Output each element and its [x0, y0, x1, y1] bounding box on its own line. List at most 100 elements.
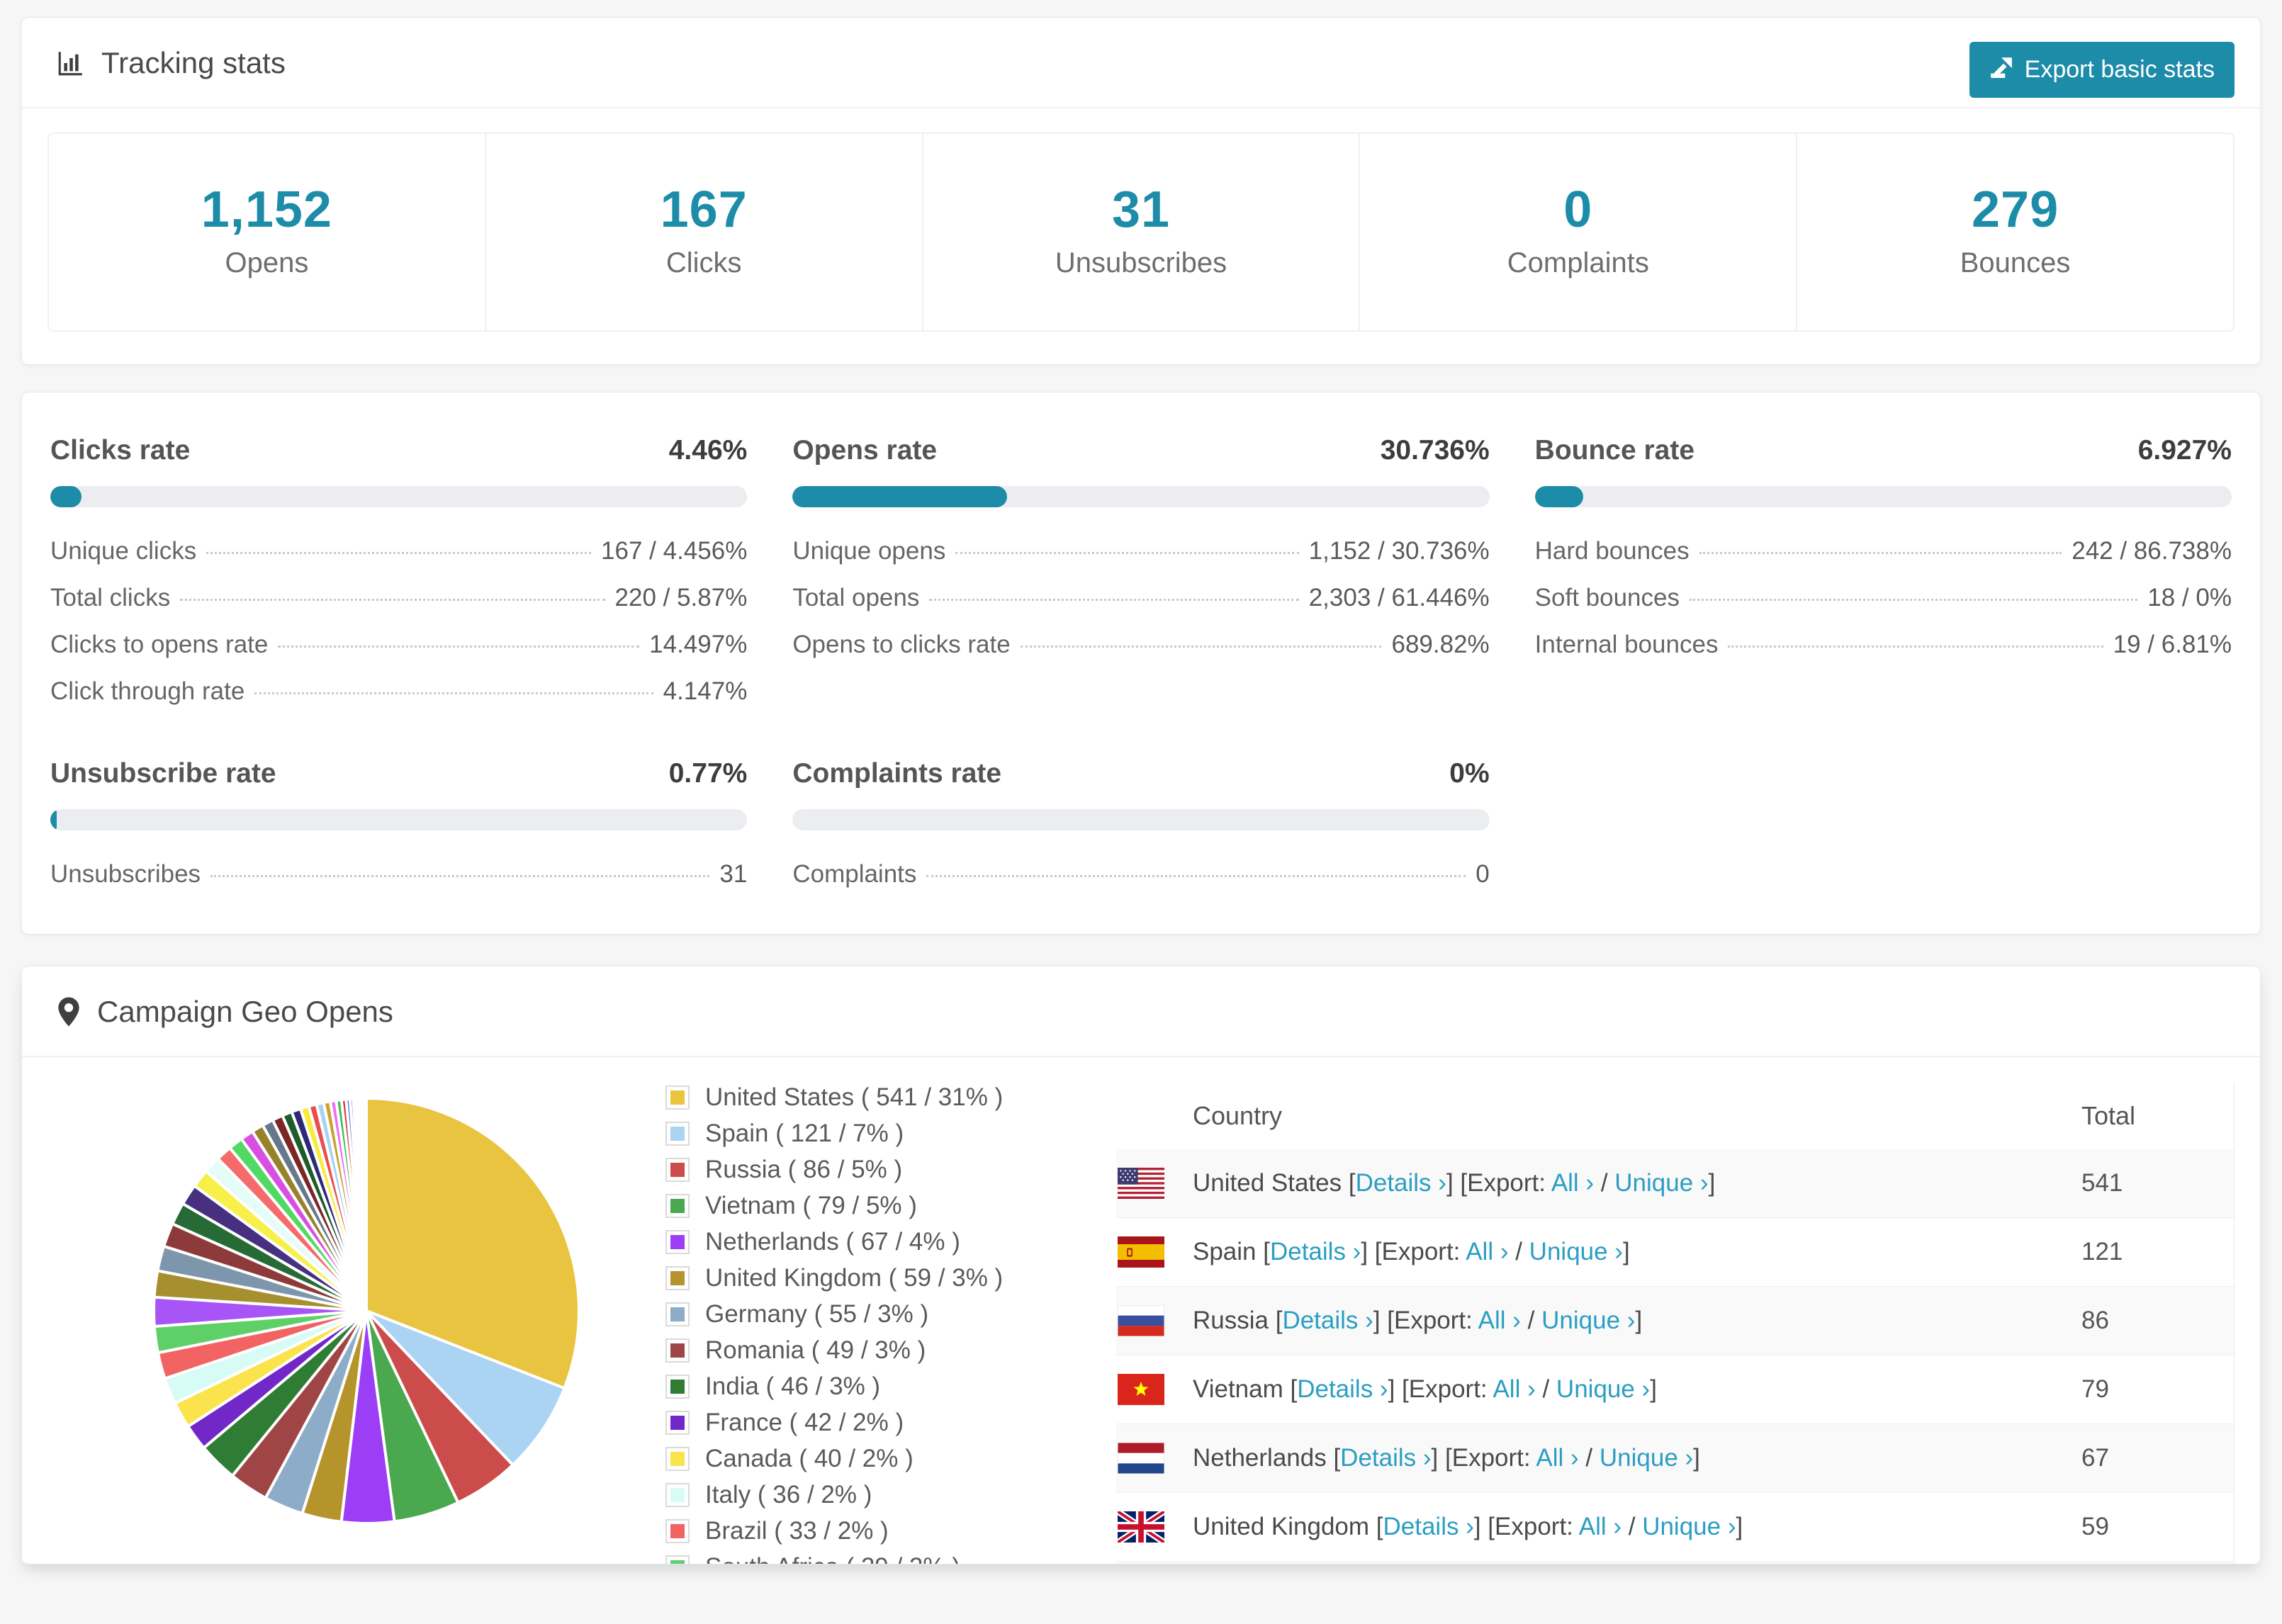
geo-table-row-gb: United Kingdom [Details ›] [Export: All … [1116, 1493, 2234, 1562]
geo-table-row-ru: Russia [Details ›] [Export: All › / Uniq… [1116, 1287, 2234, 1355]
export-unique-link-gb[interactable]: Unique › [1642, 1513, 1736, 1540]
details-link-us[interactable]: Details › [1355, 1169, 1446, 1197]
geo-table-row-us: United States [Details ›] [Export: All ›… [1116, 1149, 2234, 1218]
rate-stat-row: Total opens 2,303 / 61.446% [792, 584, 1490, 611]
export-unique-link-ru[interactable]: Unique › [1541, 1307, 1636, 1334]
legend-swatch [665, 1411, 690, 1435]
stat-boxes: 1,152 Opens 167 Clicks 31 Unsubscribes 0 Compla… [47, 132, 2235, 332]
legend-item-vietnam: Vietnam ( 79 / 5% ) [665, 1191, 1060, 1221]
stat-label: Bounces [1960, 247, 2071, 278]
export-all-link-us[interactable]: All › [1551, 1169, 1595, 1197]
stat-value: 167 [660, 181, 748, 238]
geo-total-cell: 59 [2081, 1513, 2109, 1540]
column-header-country: Country [1193, 1101, 1283, 1130]
details-link-gb[interactable]: Details › [1383, 1513, 1474, 1540]
stat-box-unsubscribes: 31 Unsubscribes [923, 134, 1361, 330]
stat-value: 31 [1111, 181, 1171, 238]
legend-item-netherlands: Netherlands ( 67 / 4% ) [665, 1227, 1060, 1257]
legend-item-united-states: United States ( 541 / 31% ) [665, 1083, 1060, 1112]
geo-table-row-de: Germany [Details ›] [Export: All › / Uni… [1116, 1562, 2234, 1564]
rate-stat-row: Soft bounces 18 / 0% [1534, 584, 2232, 611]
geo-country-cell: Spain [Details ›] [Export: All › / Uniqu… [1193, 1238, 1630, 1265]
details-link-es[interactable]: Details › [1269, 1238, 1361, 1265]
stat-label: Unsubscribes [1055, 247, 1227, 278]
legend-label: Vietnam ( 79 / 5% ) [705, 1192, 917, 1219]
pie-slice-1[interactable] [365, 1309, 566, 1467]
stat-box-complaints: 0 Complaints [1360, 134, 1798, 330]
flag-icon-es [1118, 1236, 1164, 1268]
rate-value: 4.46% [668, 435, 748, 466]
rates-card: Clicks rate 4.46% Unique clicks 167 / 4.456… [21, 392, 2261, 935]
legend-item-spain: Spain ( 121 / 7% ) [665, 1119, 1060, 1149]
stat-label: Opens [225, 247, 309, 278]
geo-legend: United States ( 541 / 31% ) Spain ( 121 /… [665, 1083, 1060, 1564]
pie-slice-0[interactable] [365, 1097, 580, 1390]
rate-stat-row: Complaints 0 [792, 860, 1490, 888]
rate-stat-row: Unique opens 1,152 / 30.736% [792, 537, 1490, 565]
export-all-link-ru[interactable]: All › [1478, 1307, 1521, 1334]
export-unique-link-vn[interactable]: Unique › [1556, 1375, 1651, 1403]
rate-progress-bar [792, 486, 1490, 507]
legend-item-romania: Romania ( 49 / 3% ) [665, 1336, 1060, 1365]
legend-swatch [665, 1375, 690, 1399]
geo-country-cell: Vietnam [Details ›] [Export: All › / Uni… [1193, 1375, 1657, 1403]
export-all-link-es[interactable]: All › [1466, 1238, 1509, 1265]
column-header-total: Total [2081, 1101, 2136, 1130]
bar-chart-icon [56, 48, 86, 78]
map-pin-icon [56, 996, 82, 1027]
export-basic-stats-button[interactable]: Export basic stats [1969, 42, 2235, 98]
stat-value: 1,152 [201, 181, 332, 238]
tracking-stats-header: Tracking stats [22, 18, 2260, 108]
stat-label: Complaints [1507, 247, 1649, 278]
stat-value: 0 [1563, 181, 1593, 238]
legend-swatch [665, 1086, 690, 1110]
rate-stat-row: Total clicks 220 / 5.87% [50, 584, 748, 611]
rate-value: 0.77% [668, 758, 748, 789]
export-icon [1989, 55, 2013, 85]
legend-label: Brazil ( 33 / 2% ) [705, 1517, 889, 1545]
details-link-ru[interactable]: Details › [1282, 1307, 1373, 1334]
legend-label: Russia ( 86 / 5% ) [705, 1156, 903, 1183]
rate-stat-row: Hard bounces 242 / 86.738% [1534, 537, 2232, 565]
legend-item-russia: Russia ( 86 / 5% ) [665, 1155, 1060, 1185]
rate-stat-row: Unsubscribes 31 [50, 860, 748, 888]
geo-title: Campaign Geo Opens [97, 995, 393, 1028]
legend-label: Netherlands ( 67 / 4% ) [705, 1228, 960, 1256]
legend-label: France ( 42 / 2% ) [705, 1409, 904, 1436]
geo-country-cell: Netherlands [Details ›] [Export: All › /… [1193, 1444, 1700, 1472]
export-unique-link-us[interactable]: Unique › [1614, 1169, 1709, 1197]
export-unique-link-es[interactable]: Unique › [1529, 1238, 1623, 1265]
geo-total-cell: 541 [2081, 1169, 2123, 1197]
rate-title: Unsubscribe rate [50, 758, 276, 789]
legend-swatch [665, 1158, 690, 1182]
legend-label: South Africa ( 29 / 2% ) [705, 1552, 960, 1564]
stat-box-clicks: 167 Clicks [486, 134, 923, 330]
legend-swatch [665, 1447, 690, 1471]
geo-total-cell: 67 [2081, 1444, 2109, 1472]
export-all-link-gb[interactable]: All › [1578, 1513, 1621, 1540]
legend-swatch [665, 1338, 690, 1363]
page-title: Tracking stats [101, 46, 286, 79]
export-unique-link-nl[interactable]: Unique › [1599, 1444, 1694, 1472]
geo-total-cell: 86 [2081, 1307, 2109, 1334]
legend-swatch [665, 1302, 690, 1326]
rate-title: Clicks rate [50, 435, 191, 466]
legend-swatch [665, 1230, 690, 1254]
geo-country-cell: United Kingdom [Details ›] [Export: All … [1193, 1513, 1743, 1540]
legend-swatch [665, 1519, 690, 1543]
export-all-link-vn[interactable]: All › [1493, 1375, 1536, 1403]
details-link-nl[interactable]: Details › [1340, 1444, 1432, 1472]
export-all-link-nl[interactable]: All › [1536, 1444, 1579, 1472]
rate-stat-row: Opens to clicks rate 689.82% [792, 631, 1490, 658]
legend-label: Romania ( 49 / 3% ) [705, 1336, 926, 1364]
geo-opens-header: Campaign Geo Opens [22, 966, 2260, 1057]
geo-table-header: Country Total [1116, 1083, 2234, 1149]
rate-block-unsubscribe-rate: Unsubscribe rate 0.77% Unsubscribes 31 [50, 758, 748, 889]
legend-item-brazil: Brazil ( 33 / 2% ) [665, 1516, 1060, 1546]
legend-label: Italy ( 36 / 2% ) [705, 1481, 872, 1509]
stat-box-opens: 1,152 Opens [49, 134, 486, 330]
details-link-vn[interactable]: Details › [1297, 1375, 1388, 1403]
geo-table-row-vn: Vietnam [Details ›] [Export: All › / Uni… [1116, 1355, 2234, 1424]
rates-grid: Clicks rate 4.46% Unique clicks 167 / 4.456… [50, 435, 2232, 889]
geo-country-cell: Russia [Details ›] [Export: All › / Uniq… [1193, 1307, 1643, 1334]
